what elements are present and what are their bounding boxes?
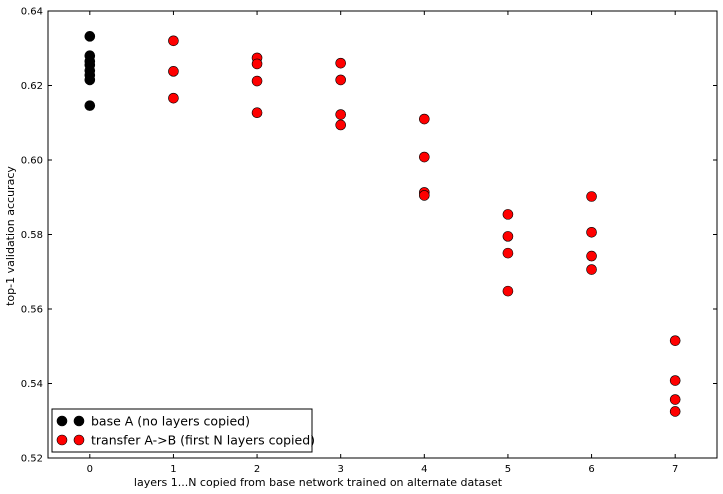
transfer-point [586,191,597,202]
transfer-point [168,66,179,77]
y-tick-label: 0.58 [21,230,43,241]
transfer-point [586,226,597,238]
legend-marker-base-right [73,415,85,427]
legend-marker-transfer-left [56,434,68,446]
transfer-point [251,107,263,118]
transfer-point [669,375,681,386]
base-point [84,74,96,86]
plot-area [47,10,718,459]
transfer-point [419,113,430,125]
series-0 [84,31,96,111]
transfer-point [335,109,346,120]
transfer-point [669,335,681,346]
axis-ticks [48,10,717,459]
transfer-point [502,231,514,242]
transfer-point [669,394,681,405]
base-point [84,31,96,42]
legend-box [51,408,313,453]
transfer-point [251,58,263,70]
axis-tick-labels: 0 1 2 3 4 5 6 7 0.52 0.54 0.56 0.58 0.60 0.62 0.64 [21,7,679,476]
y-tick-label: 0.52 [21,454,43,465]
y-tick-label: 0.60 [21,156,43,167]
y-tick-label: 0.64 [21,7,43,18]
x-tick-label: 7 [672,464,678,475]
transfer-point [335,119,346,131]
x-tick-label: 4 [421,464,427,475]
x-axis-label: layers 1...N copied from base network tr… [134,476,503,489]
transfer-point [502,285,514,297]
legend-marker-base-left [56,415,68,427]
x-tick-label: 5 [505,464,511,475]
legend-entry-transfer: transfer A->B (first N layers copied) [56,433,315,448]
transfer-point [586,264,597,275]
series-1 [168,35,681,417]
legend-label-transfer: transfer A->B (first N layers copied) [91,433,315,448]
transfer-point [335,74,346,86]
x-tick-label: 1 [170,464,176,475]
base-point [84,100,96,111]
legend-label-base: base A (no layers copied) [91,414,250,429]
y-axis-label: top-1 validation accuracy [4,166,17,306]
legend-marker-transfer-right [73,434,85,446]
x-tick-label: 0 [87,464,93,475]
transfer-point [251,75,263,87]
transfer-point [335,57,346,69]
transfer-point [502,247,514,259]
y-tick-label: 0.56 [21,305,43,316]
transfer-point [419,190,430,201]
legend-entry-base: base A (no layers copied) [56,414,250,429]
x-tick-label: 3 [338,464,344,475]
transfer-point [586,250,597,262]
transfer-point [669,406,681,417]
transfer-point [419,151,430,163]
transfer-point [502,209,514,220]
y-tick-label: 0.62 [21,81,43,92]
legend: base A (no layers copied) transfer A->B … [51,408,315,453]
x-tick-label: 2 [254,464,260,475]
data-points [84,31,681,417]
transfer-point [168,92,179,104]
y-tick-label: 0.54 [21,379,43,390]
transfer-point [168,35,179,47]
x-tick-label: 6 [588,464,594,475]
